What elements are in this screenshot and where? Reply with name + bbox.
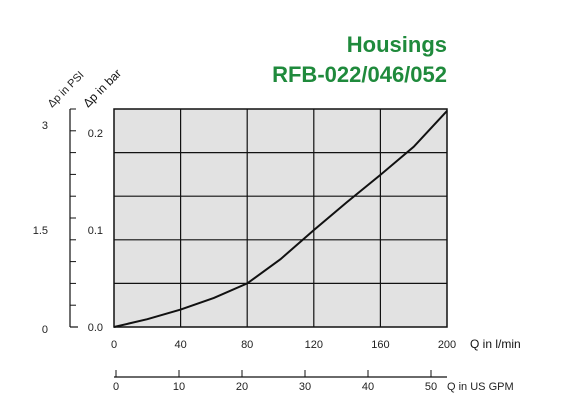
- x2-axis-label: Q in US GPM: [447, 381, 514, 393]
- y2-tick-label: 1.5: [33, 225, 48, 237]
- x2-tick-label: 10: [173, 381, 185, 393]
- plot-border: [113, 108, 448, 328]
- plot-area: [114, 109, 447, 327]
- chart-subtitle: RFB-022/046/052: [272, 62, 447, 87]
- y2-axis-label: Δp in PSI: [46, 69, 87, 110]
- x2-tick-label: 50: [425, 381, 437, 393]
- y-tick-label: 0.2: [88, 128, 103, 140]
- x-tick-label: 160: [371, 339, 389, 351]
- x-tick-label: 200: [438, 339, 456, 351]
- x2-tick-label: 20: [236, 381, 248, 393]
- y-tick-label: 0.1: [88, 225, 103, 237]
- x-tick-label: 120: [305, 339, 323, 351]
- x2-tick-label: 0: [113, 381, 119, 393]
- x-tick-label: 80: [241, 339, 253, 351]
- grid-lines: [114, 109, 447, 327]
- y2-tick-label: 3: [42, 120, 48, 132]
- x-tick-label: 40: [174, 339, 186, 351]
- chart-title: Housings: [347, 32, 447, 57]
- x-axis-label: Q in l/min: [470, 337, 521, 351]
- axis-ticks: [70, 108, 432, 377]
- y2-tick-label: 0: [42, 324, 48, 336]
- x2-tick-label: 40: [362, 381, 374, 393]
- y-tick-label: 0.0: [88, 322, 103, 334]
- series-curve: [113, 110, 448, 328]
- x2-tick-label: 30: [299, 381, 311, 393]
- y-axis-label: Δp in bar: [80, 66, 124, 110]
- x-tick-label: 0: [111, 339, 117, 351]
